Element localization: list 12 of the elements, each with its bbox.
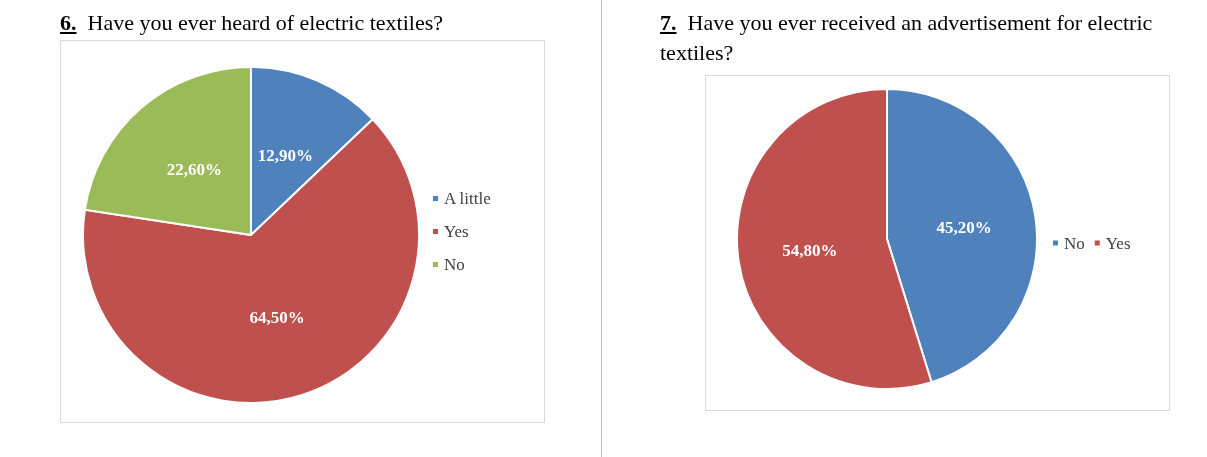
legend-label: No	[444, 255, 465, 274]
chart-title: 6. Have you ever heard of electric textiles?	[60, 10, 443, 35]
legend-label: Yes	[444, 222, 469, 241]
data-label: 54,80%	[782, 241, 838, 261]
data-label: 22,60%	[166, 159, 222, 179]
legend-label: A little	[444, 189, 491, 208]
data-label: 45,20%	[936, 217, 992, 237]
legend-label: No	[1064, 233, 1085, 253]
chart-title: 7. Have you ever received an advertisement for electric textiles?	[660, 10, 1153, 65]
data-label: 12,90%	[257, 145, 313, 165]
legend-label: Yes	[1105, 233, 1131, 253]
data-label: 64,50%	[249, 308, 305, 328]
